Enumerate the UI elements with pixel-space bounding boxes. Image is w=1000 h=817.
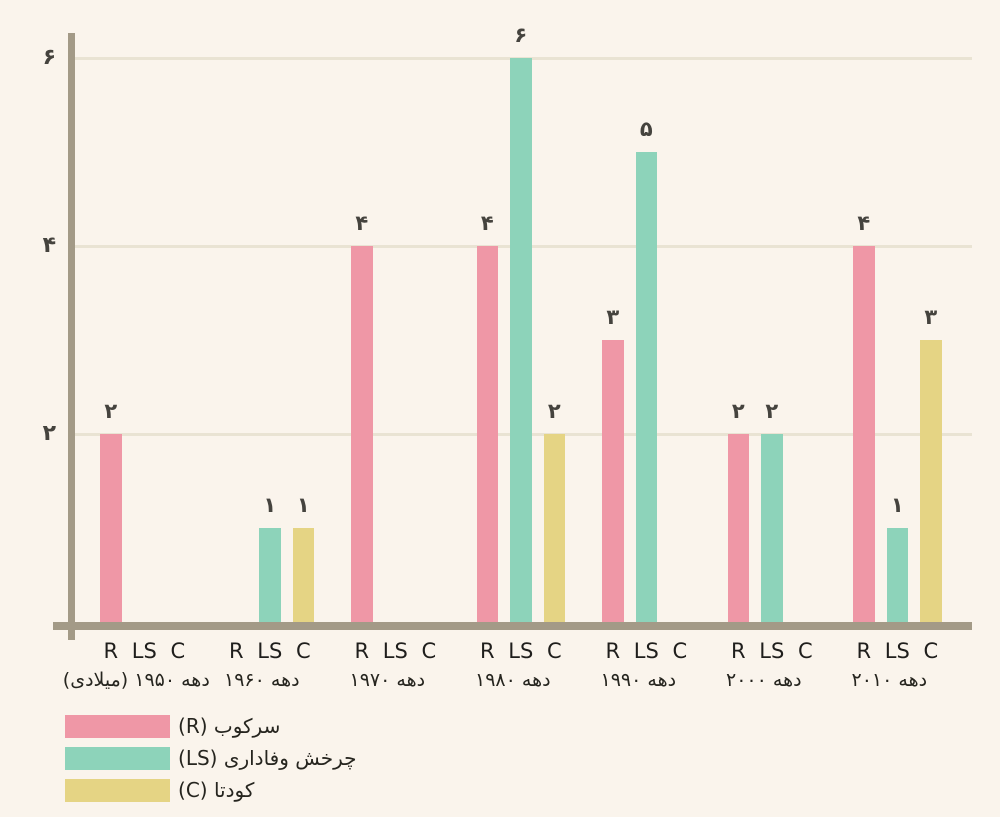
bar-value-label-R-3: ۴ [480,211,494,235]
bar-value-label-C-6: ۳ [924,305,938,329]
bar-LS-4 [635,152,658,622]
bar-value-label-LS-6: ۱ [890,493,904,517]
legend-row-LS: چرخش وفاداری (LS) [65,746,465,770]
category-label-2: دهه ۱۹۷۰ [349,669,426,691]
bar-LS-6 [886,528,909,622]
bar-R-5 [727,434,750,622]
category-label-0: دهه ۱۹۵۰ (میلادی) [62,669,210,691]
slot-letter-R-1: R [229,639,244,663]
legend-swatch-R [65,715,170,738]
bar-value-label-R-4: ۳ [606,305,620,329]
bar-value-label-LS-4: ۵ [639,117,653,141]
category-label-4: دهه ۱۹۹۰ [600,669,677,691]
legend-label-C: کودتا (C) [178,778,255,802]
slot-letter-R-2: R [354,639,370,663]
bar-R-3 [476,246,499,622]
slot-letter-LS-0: LS [131,639,157,663]
slot-letter-C-3: C [546,639,562,663]
bar-value-label-R-6: ۴ [857,211,871,235]
slot-letter-C-6: C [923,639,939,663]
bar-value-label-LS-1: ۱ [263,493,277,517]
x-axis-line [53,622,972,630]
bar-LS-3 [510,58,532,622]
slot-letter-R-3: R [480,639,495,663]
bar-R-2 [351,246,373,622]
bar-C-3 [543,434,566,622]
bar-R-6 [853,246,875,622]
bar-LS-1 [259,528,281,622]
bar-LS-5 [761,434,783,622]
y-tick-label-4: ۴ [42,233,56,258]
bar-value-label-R-2: ۴ [355,211,369,235]
bar-value-label-LS-3: ۶ [514,23,528,47]
slot-letter-C-2: C [421,639,437,663]
slot-letter-LS-1: LS [257,639,283,663]
slot-letter-LS-6: LS [884,639,910,663]
slot-letter-R-5: R [731,639,746,663]
bar-value-label-C-3: ۲ [547,399,561,423]
y-tick-label-2: ۲ [42,421,56,446]
category-label-5: دهه ۲۰۰۰ [726,669,802,691]
legend-label-R: سرکوب (R) [178,714,281,738]
slot-letter-LS-3: LS [508,639,534,663]
legend-swatch-C [65,779,170,802]
slot-letter-C-1: C [295,639,311,663]
slot-letter-C-4: C [672,639,688,663]
bar-R-4 [602,340,624,622]
slot-letter-C-0: C [170,639,186,663]
slot-letter-R-4: R [605,639,621,663]
bar-value-label-R-0: ۲ [104,399,118,423]
slot-letter-LS-5: LS [759,639,785,663]
bar-R-0 [100,434,122,622]
y-tick-label-6: ۶ [42,45,56,70]
bar-value-label-C-1: ۱ [296,493,310,517]
category-label-3: دهه ۱۹۸۰ [475,669,551,691]
y-axis-line [68,33,75,640]
legend-row-C: کودتا (C) [65,778,465,802]
bar-value-label-R-5: ۲ [731,399,745,423]
slot-letter-LS-2: LS [382,639,408,663]
slot-letter-C-5: C [797,639,813,663]
slot-letter-R-0: R [103,639,119,663]
slot-letter-R-6: R [856,639,872,663]
slot-letter-LS-4: LS [633,639,659,663]
legend-swatch-LS [65,747,170,770]
bar-C-1 [292,528,315,622]
bar-C-6 [920,340,942,622]
legend-row-R: سرکوب (R) [65,714,465,738]
category-label-1: دهه ۱۹۶۰ [224,669,300,691]
category-label-6: دهه ۲۰۱۰ [851,669,928,691]
legend-label-LS: چرخش وفاداری (LS) [178,746,357,770]
bar-value-label-LS-5: ۲ [765,399,779,423]
